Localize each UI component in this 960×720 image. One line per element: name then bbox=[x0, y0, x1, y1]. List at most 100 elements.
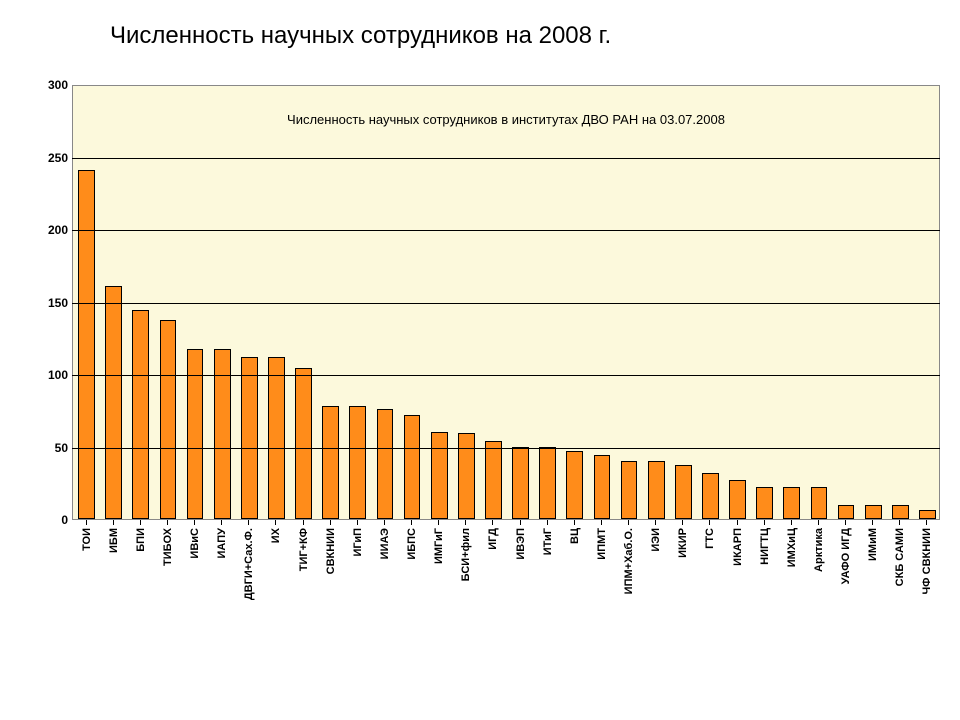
gridline bbox=[72, 448, 940, 449]
x-tick-mark bbox=[791, 520, 792, 525]
x-tick-mark bbox=[709, 520, 710, 525]
bar bbox=[892, 505, 909, 520]
bar bbox=[702, 473, 719, 519]
x-tick-label: ИБПС bbox=[406, 528, 418, 560]
bar bbox=[566, 451, 583, 519]
x-tick-label: ИПМТ bbox=[596, 528, 608, 560]
x-tick-label: ГТС bbox=[704, 528, 716, 549]
x-tick-label: ИПМ+Хаб.О. bbox=[623, 528, 635, 594]
gridline bbox=[72, 158, 940, 159]
bar bbox=[322, 406, 339, 519]
x-tick-mark bbox=[140, 520, 141, 525]
bar bbox=[485, 441, 502, 519]
x-tick-label: БПИ bbox=[135, 528, 147, 552]
x-tick-label: ИКАРП bbox=[732, 528, 744, 566]
x-tick-mark bbox=[547, 520, 548, 525]
x-tick-label: НИГТЦ bbox=[759, 528, 771, 565]
x-tick-mark bbox=[492, 520, 493, 525]
x-tick-label: ИВиС bbox=[189, 528, 201, 559]
x-tick-mark bbox=[248, 520, 249, 525]
x-tick-label: ИБМ bbox=[108, 528, 120, 553]
x-tick-mark bbox=[764, 520, 765, 525]
x-tick-label: ИЭИ bbox=[650, 528, 662, 552]
x-tick-label: ИГиП bbox=[352, 528, 364, 557]
bar bbox=[241, 357, 258, 519]
x-tick-mark bbox=[411, 520, 412, 525]
x-tick-mark bbox=[520, 520, 521, 525]
x-tick-label: СКБ САМИ bbox=[894, 528, 906, 586]
x-tick-label: ИМГиГ bbox=[433, 528, 445, 564]
bar bbox=[811, 487, 828, 519]
gridline bbox=[72, 230, 940, 231]
x-tick-mark bbox=[899, 520, 900, 525]
bar bbox=[349, 406, 366, 519]
x-tick-mark bbox=[438, 520, 439, 525]
bar bbox=[783, 487, 800, 519]
y-tick-label: 50 bbox=[23, 441, 68, 455]
bar bbox=[295, 368, 312, 519]
bar bbox=[78, 170, 95, 519]
x-tick-label: ИХ bbox=[270, 528, 282, 543]
bar bbox=[919, 510, 936, 519]
bar bbox=[512, 447, 529, 520]
x-tick-label: ТОИ bbox=[81, 528, 93, 551]
x-tick-mark bbox=[303, 520, 304, 525]
x-tick-mark bbox=[601, 520, 602, 525]
bar bbox=[756, 487, 773, 519]
y-tick-label: 250 bbox=[23, 151, 68, 165]
x-tick-mark bbox=[682, 520, 683, 525]
bar bbox=[458, 433, 475, 519]
x-tick-mark bbox=[330, 520, 331, 525]
x-tick-mark bbox=[737, 520, 738, 525]
x-tick-mark bbox=[357, 520, 358, 525]
bar bbox=[539, 447, 556, 520]
x-tick-label: ИМХиЦ bbox=[786, 528, 798, 567]
bar bbox=[838, 505, 855, 520]
x-tick-label: ИГД bbox=[487, 528, 499, 550]
x-tick-label: ЧФ СВКНИИ bbox=[921, 528, 933, 595]
bar bbox=[160, 320, 177, 519]
y-tick-label: 200 bbox=[23, 223, 68, 237]
x-tick-label: ИАПУ bbox=[216, 528, 228, 558]
bar-chart: Численность научных сотрудников в инстит… bbox=[20, 85, 940, 675]
bar bbox=[404, 415, 421, 519]
y-tick-label: 0 bbox=[23, 513, 68, 527]
x-tick-label: ТИБОХ bbox=[162, 528, 174, 566]
x-tick-mark bbox=[275, 520, 276, 525]
gridline bbox=[72, 375, 940, 376]
bar bbox=[268, 357, 285, 519]
x-tick-mark bbox=[628, 520, 629, 525]
x-tick-mark bbox=[86, 520, 87, 525]
x-tick-label: ТИГ+КФ bbox=[298, 528, 310, 571]
y-tick-label: 100 bbox=[23, 368, 68, 382]
x-tick-label: ВЦ bbox=[569, 528, 581, 544]
x-tick-mark bbox=[845, 520, 846, 525]
x-tick-mark bbox=[574, 520, 575, 525]
bar bbox=[675, 465, 692, 519]
x-tick-label: БСИ+фил bbox=[460, 528, 472, 581]
bar bbox=[431, 432, 448, 519]
x-tick-mark bbox=[655, 520, 656, 525]
bar bbox=[132, 310, 149, 519]
y-tick-label: 300 bbox=[23, 78, 68, 92]
x-tick-mark bbox=[465, 520, 466, 525]
bar bbox=[621, 461, 638, 519]
x-tick-label: СВКНИИ bbox=[325, 528, 337, 574]
bar bbox=[648, 461, 665, 519]
x-tick-label: УАФО ИГД bbox=[840, 528, 852, 584]
bar bbox=[594, 455, 611, 519]
y-tick-label: 150 bbox=[23, 296, 68, 310]
x-tick-mark bbox=[926, 520, 927, 525]
x-tick-label: ИМиМ bbox=[867, 528, 879, 561]
page-title: Численность научных сотрудников на 2008 … bbox=[110, 22, 611, 50]
x-tick-mark bbox=[167, 520, 168, 525]
bar bbox=[377, 409, 394, 519]
x-tick-label: Арктика bbox=[813, 528, 825, 572]
bar bbox=[865, 505, 882, 520]
bar bbox=[105, 286, 122, 519]
x-tick-label: ИКИР bbox=[677, 528, 689, 558]
x-tick-label: ДВГИ+Сах.Ф. bbox=[243, 528, 255, 600]
x-tick-label: ИТиГ bbox=[542, 528, 554, 555]
x-tick-mark bbox=[818, 520, 819, 525]
x-tick-label: ИИАЭ bbox=[379, 528, 391, 559]
